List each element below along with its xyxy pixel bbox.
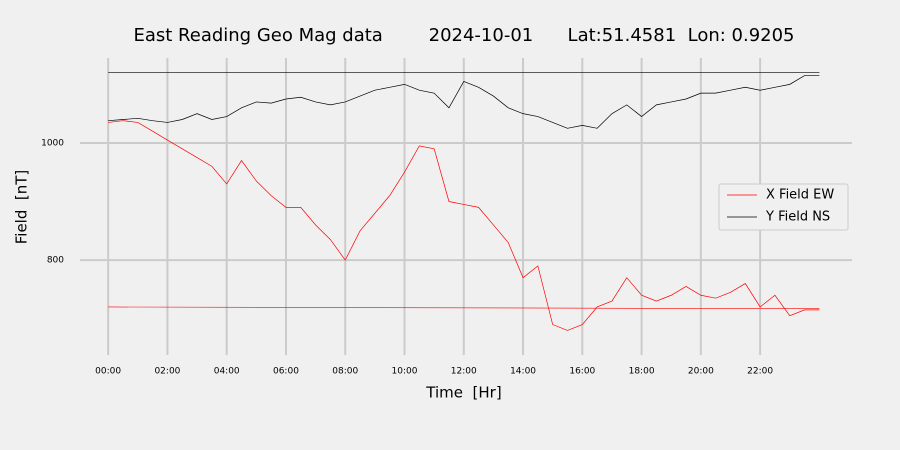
x-axis-label: Time [Hr] (425, 384, 501, 402)
y-axis-label: Field [nT] (13, 170, 31, 245)
y-tick-label: 1000 (41, 138, 64, 148)
y-tick-label: 800 (47, 256, 64, 266)
legend-label: Y Field NS (765, 210, 830, 225)
data-line (108, 75, 820, 129)
x-tick-label: 14:00 (510, 367, 536, 377)
legend-label: X Field EW (766, 188, 834, 203)
x-tick-label: 02:00 (154, 367, 180, 377)
x-tick-label: 08:00 (332, 367, 358, 377)
x-tick-label: 04:00 (214, 367, 240, 377)
x-tick-label: 18:00 (629, 367, 655, 377)
x-tick-label: 12:00 (451, 367, 477, 377)
data-line (108, 120, 820, 331)
reference-line (108, 306, 820, 310)
x-tick-label: 00:00 (95, 367, 121, 377)
x-tick-label: 06:00 (273, 367, 299, 377)
x-tick-label: 10:00 (392, 367, 418, 377)
x-tick-label: 20:00 (688, 367, 714, 377)
legend-box (718, 183, 849, 231)
chart-title: East Reading Geo Mag data 2024-10-01 Lat… (133, 25, 794, 46)
x-tick-label: 22:00 (747, 367, 773, 377)
x-tick-label: 16:00 (569, 367, 595, 377)
